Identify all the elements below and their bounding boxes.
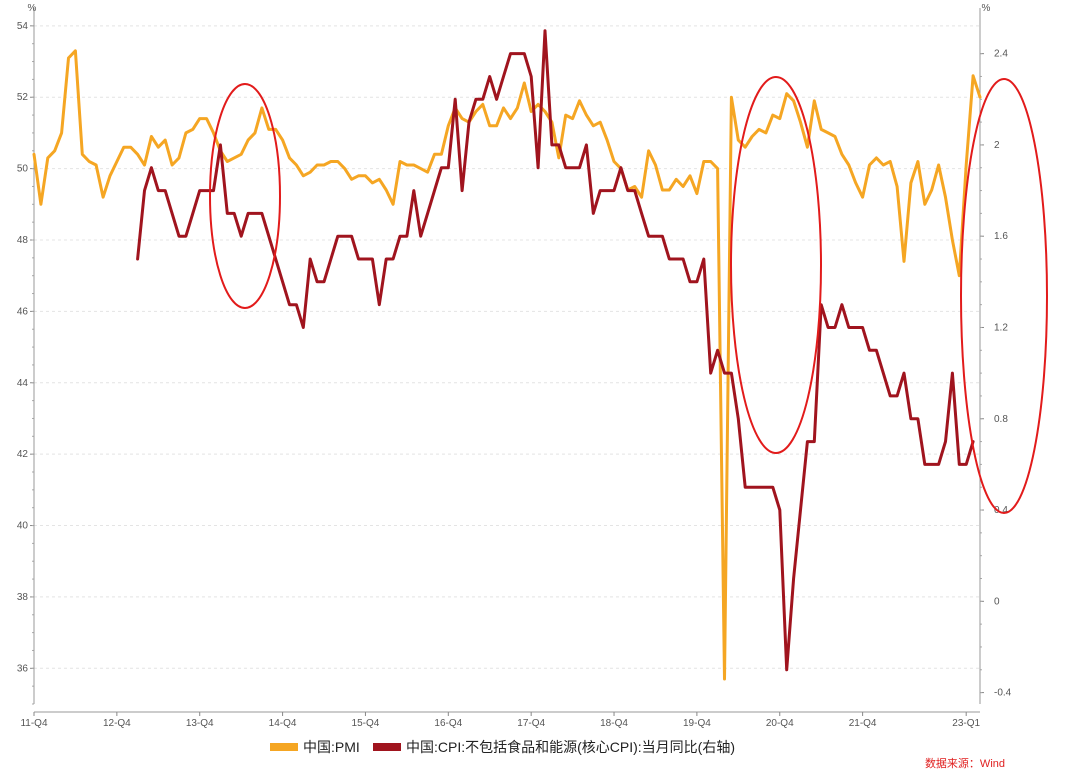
left-axis-tick-label: 42 [17,449,29,460]
legend-swatch-0 [270,743,298,751]
left-axis-tick-label: 36 [17,663,29,674]
left-axis-tick-label: 54 [17,21,29,32]
x-axis-tick-label: 13-Q4 [186,718,214,729]
series-line-1 [136,29,975,672]
series-line-0 [32,49,982,681]
left-axis-tick-label: 40 [17,521,29,532]
x-axis-tick-label: 21-Q4 [849,718,877,729]
right-axis-tick-label: 1.6 [994,231,1008,242]
x-axis-tick-label: 17-Q4 [517,718,545,729]
gridlines [34,25,980,669]
right-axis-tick-label: -0.4 [994,688,1012,699]
x-axis-tick-label: 19-Q4 [683,718,711,729]
left-axis-tick-label: 38 [17,592,29,603]
legend: 中国:PMI 中国:CPI:不包括食品和能源(核心CPI):当月同比(右轴) [270,739,735,755]
x-axis-tick-label: 16-Q4 [434,718,462,729]
right-axis-tick-label: 0.8 [994,414,1008,425]
axes: 54 52 50 48 46 44 42 40 38 36 2.4 2 1.6 1.2 0.8 0.4 0 -0.… [17,3,1012,729]
x-axis-tick-label: 18-Q4 [600,718,628,729]
series-lines [32,29,982,681]
x-axis-tick-label: 15-Q4 [352,718,380,729]
right-axis-tick-label: 0 [994,596,1000,607]
right-axis-tick-label: 2 [994,140,1000,151]
right-axis-tick-label: 2.4 [994,49,1008,60]
x-axis-tick-label: 14-Q4 [269,718,297,729]
annotation-ellipses [209,76,1048,514]
left-axis-tick-label: 44 [17,378,29,389]
annotation-ellipse-3 [960,78,1048,514]
left-axis-unit: % [28,3,37,14]
x-axis-tick-label: 20-Q4 [766,718,794,729]
left-axis-tick-label: 46 [17,306,29,317]
data-source-label: 数据来源：Wind [925,756,1005,770]
annotation-ellipse-2 [730,76,822,454]
legend-label-1: 中国:CPI:不包括食品和能源(核心CPI):当月同比(右轴) [406,739,735,755]
annotation-ellipse-1 [209,83,281,309]
legend-label-0: 中国:PMI [303,739,360,755]
x-axis-tick-label: 23-Q1 [952,718,980,729]
left-axis-tick-label: 52 [17,92,29,103]
left-axis-tick-label: 50 [17,164,29,175]
x-axis-tick-label: 12-Q4 [103,718,131,729]
legend-swatch-1 [373,743,401,751]
left-axis-tick-label: 48 [17,235,29,246]
x-axis-tick-label: 11-Q4 [20,718,47,729]
right-axis-tick-label: 1.2 [994,322,1008,333]
right-axis-tick-label: 0.4 [994,505,1008,516]
right-axis-unit: % [982,3,991,14]
